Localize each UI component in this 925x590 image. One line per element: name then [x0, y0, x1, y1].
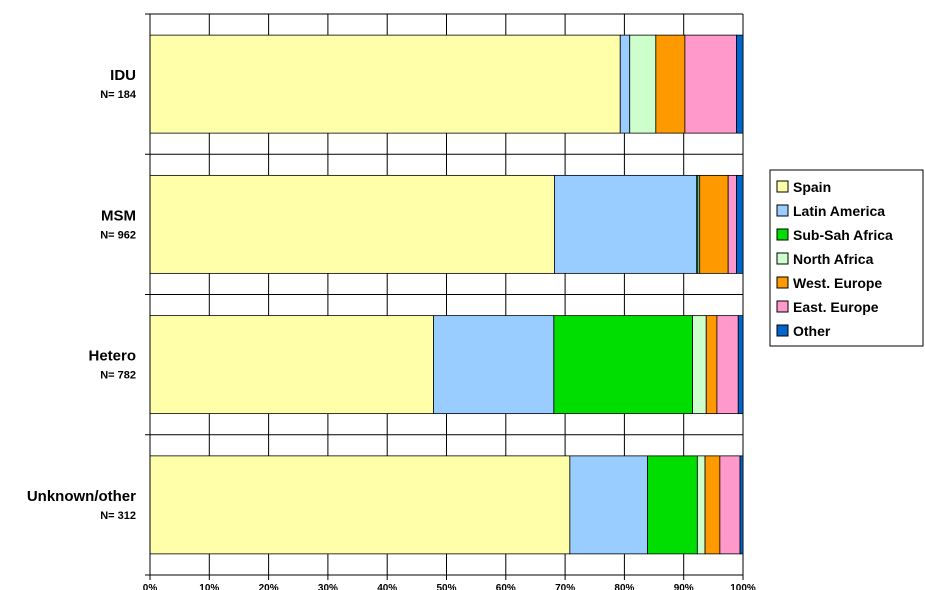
bar-segment [569, 455, 648, 555]
legend-swatch [776, 252, 789, 265]
legend-label: Latin America [793, 203, 885, 219]
bar-segment [554, 174, 698, 274]
legend-label: Spain [793, 179, 831, 195]
bar-segment [655, 34, 686, 134]
x-tick-label: 30% [318, 583, 338, 590]
legend-label: Sub-Sah Africa [793, 227, 893, 243]
bar-segment [739, 455, 744, 555]
bar-segment [704, 455, 721, 555]
category-label: IDU [110, 67, 136, 84]
x-axis: 0% 10% 20% 30% 40% 50% 60% 70% 80% 90% 100% [143, 574, 756, 590]
x-tick-label: 100% [730, 583, 756, 590]
legend-label: West. Europe [793, 275, 882, 291]
legend-swatch [776, 276, 789, 289]
x-tick-label: 40% [377, 583, 397, 590]
category-count-label: N= 312 [100, 510, 136, 522]
x-tick-label: 0% [143, 583, 158, 590]
legend-box [769, 169, 924, 347]
x-tick-label: 70% [555, 583, 575, 590]
bar-segment [692, 315, 707, 415]
bar-segment [433, 315, 555, 415]
bar-segment [149, 174, 555, 274]
bar-segment [699, 174, 729, 274]
category-label: MSM [101, 207, 136, 224]
x-tick-label: 80% [614, 583, 634, 590]
legend-label: North Africa [793, 251, 874, 267]
legend: Spain Latin America Sub-Sah Africa North Af… [769, 169, 924, 347]
y-axis: IDU N= 184 MSM N= 962 Hetero N= 782 Unknown/ot… [27, 13, 151, 576]
category-label: Hetero [88, 348, 136, 365]
x-tick-label: 10% [199, 583, 219, 590]
bar-segment [629, 34, 657, 134]
x-tick-label: 90% [674, 583, 694, 590]
bar-segment [149, 315, 434, 415]
bar-segment [619, 34, 631, 134]
category-count-label: N= 962 [100, 229, 136, 241]
category-label: Unknown/other [27, 488, 136, 505]
bar-segment [647, 455, 698, 555]
legend-swatch [776, 180, 789, 193]
legend-label: East. Europe [793, 299, 879, 315]
bar-segment [149, 34, 621, 134]
category-count-label: N= 782 [100, 370, 136, 382]
bar-segment [727, 174, 737, 274]
bars [149, 34, 744, 555]
bar-segment [737, 315, 744, 415]
bar-segment [684, 34, 737, 134]
x-tick-label: 60% [496, 583, 516, 590]
bar-segment [716, 315, 739, 415]
legend-label: Other [793, 323, 831, 339]
legend-swatch [776, 300, 789, 313]
legend-swatch [776, 204, 789, 217]
legend-swatch [776, 228, 789, 241]
bar-segment [736, 174, 744, 274]
legend-swatch [776, 324, 789, 337]
bar-segment [149, 455, 571, 555]
bar-segment [719, 455, 741, 555]
bar-segment [705, 315, 718, 415]
x-tick-label: 50% [436, 583, 456, 590]
category-count-label: N= 184 [100, 89, 137, 101]
bar-segment [736, 34, 744, 134]
bar-segment [696, 455, 706, 555]
x-tick-label: 20% [259, 583, 279, 590]
bar-segment [553, 315, 693, 415]
